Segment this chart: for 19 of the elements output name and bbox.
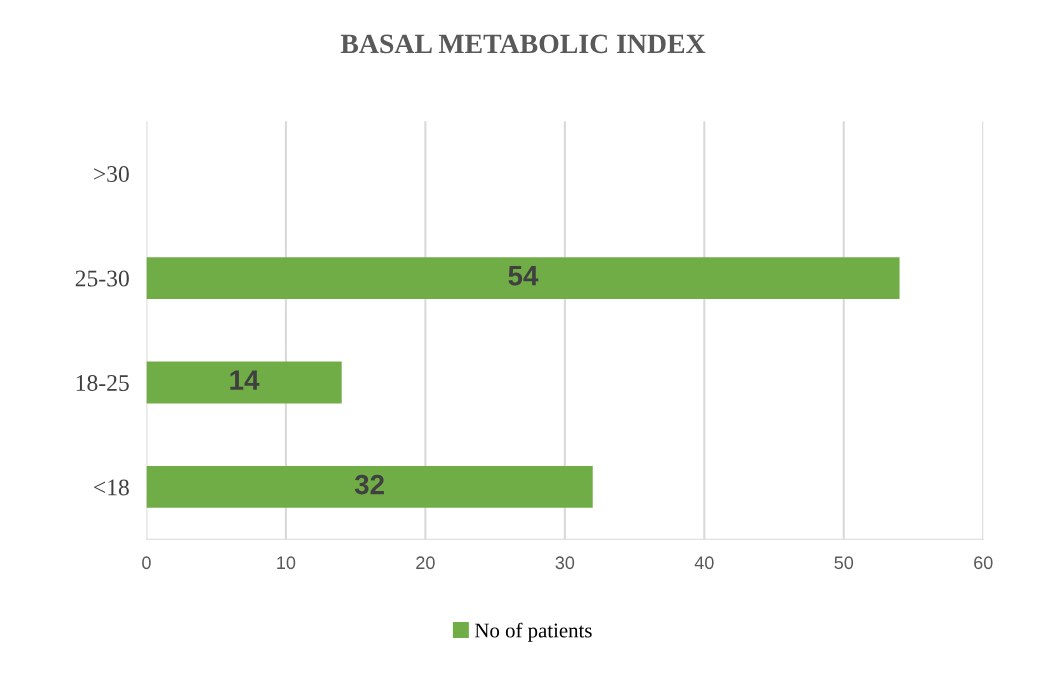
x-tick-label: 40 — [694, 556, 714, 570]
x-tick-label: 50 — [834, 556, 854, 570]
y-tick-label: <18 — [94, 479, 129, 496]
y-tick-label: 18-25 — [76, 374, 129, 391]
bar — [146, 361, 342, 404]
data-label: 54 — [508, 266, 539, 286]
bar — [146, 257, 900, 299]
y-tick-label: 25-30 — [75, 270, 129, 287]
legend-label: No of patients — [475, 622, 592, 642]
x-tick-label: 20 — [416, 556, 435, 570]
data-label: 32 — [354, 474, 384, 495]
x-tick-label: 60 — [974, 556, 993, 570]
chart-title: BASAL METABOLIC INDEX — [340, 34, 706, 54]
y-tick-label: >30 — [94, 166, 129, 182]
x-tick-label: 10 — [277, 556, 296, 570]
x-tick-label: 30 — [555, 556, 575, 570]
data-label: 14 — [230, 370, 260, 390]
bar — [146, 466, 593, 508]
x-tick-label: 0 — [142, 556, 151, 570]
